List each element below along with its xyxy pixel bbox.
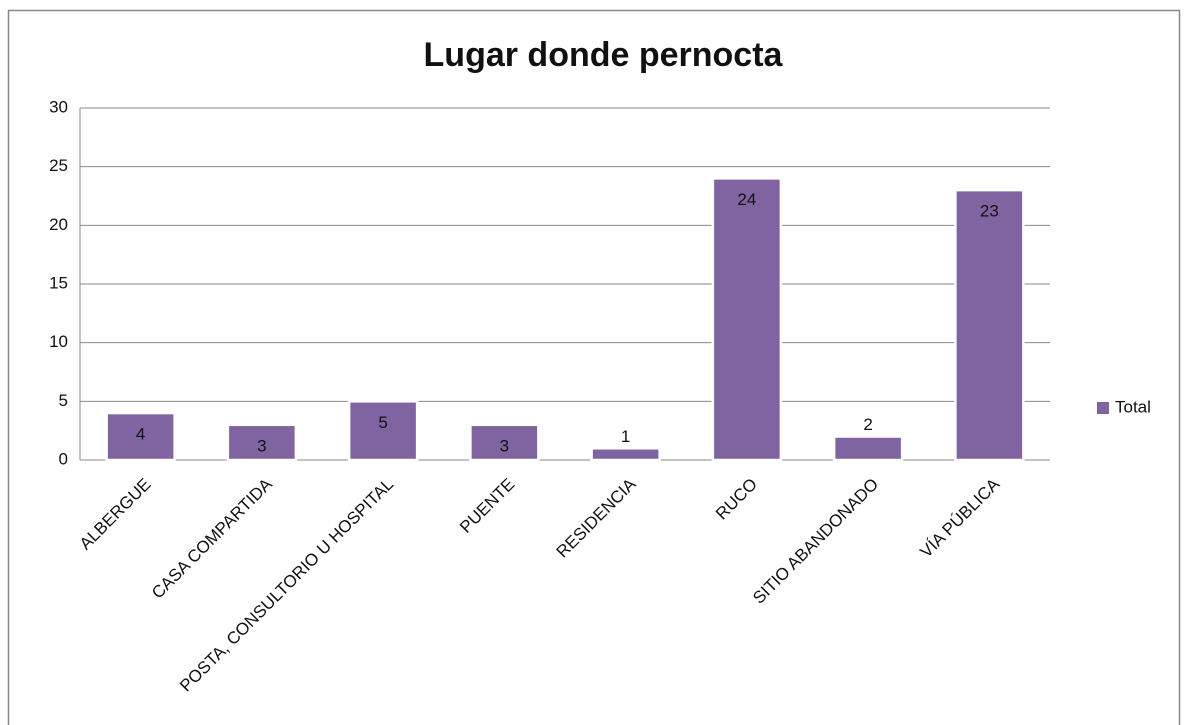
data-label: 5 (378, 413, 387, 432)
data-label: 3 (257, 436, 266, 455)
bar (105, 411, 176, 462)
bar (590, 447, 661, 462)
data-label: 23 (980, 202, 999, 221)
bar (711, 177, 783, 462)
y-tick-label: 15 (49, 273, 68, 292)
bar (469, 423, 540, 462)
bar (832, 435, 904, 462)
legend-label: Total (1115, 397, 1151, 416)
chart-title: Lugar donde pernocta (424, 36, 784, 74)
y-tick-label: 5 (59, 391, 68, 410)
y-tick-label: 25 (49, 156, 68, 175)
bar (347, 400, 419, 462)
data-label: 4 (136, 425, 145, 444)
y-tick-label: 20 (49, 215, 68, 234)
legend-swatch (1097, 402, 1109, 414)
data-label: 3 (500, 436, 509, 455)
y-tick-label: 10 (49, 332, 68, 351)
y-tick-label: 0 (59, 449, 68, 468)
bar (954, 188, 1025, 462)
data-label: 1 (621, 427, 630, 446)
y-tick-label: 30 (49, 97, 68, 116)
data-label: 24 (737, 190, 756, 209)
data-label: 2 (863, 415, 872, 434)
bar (226, 423, 298, 462)
